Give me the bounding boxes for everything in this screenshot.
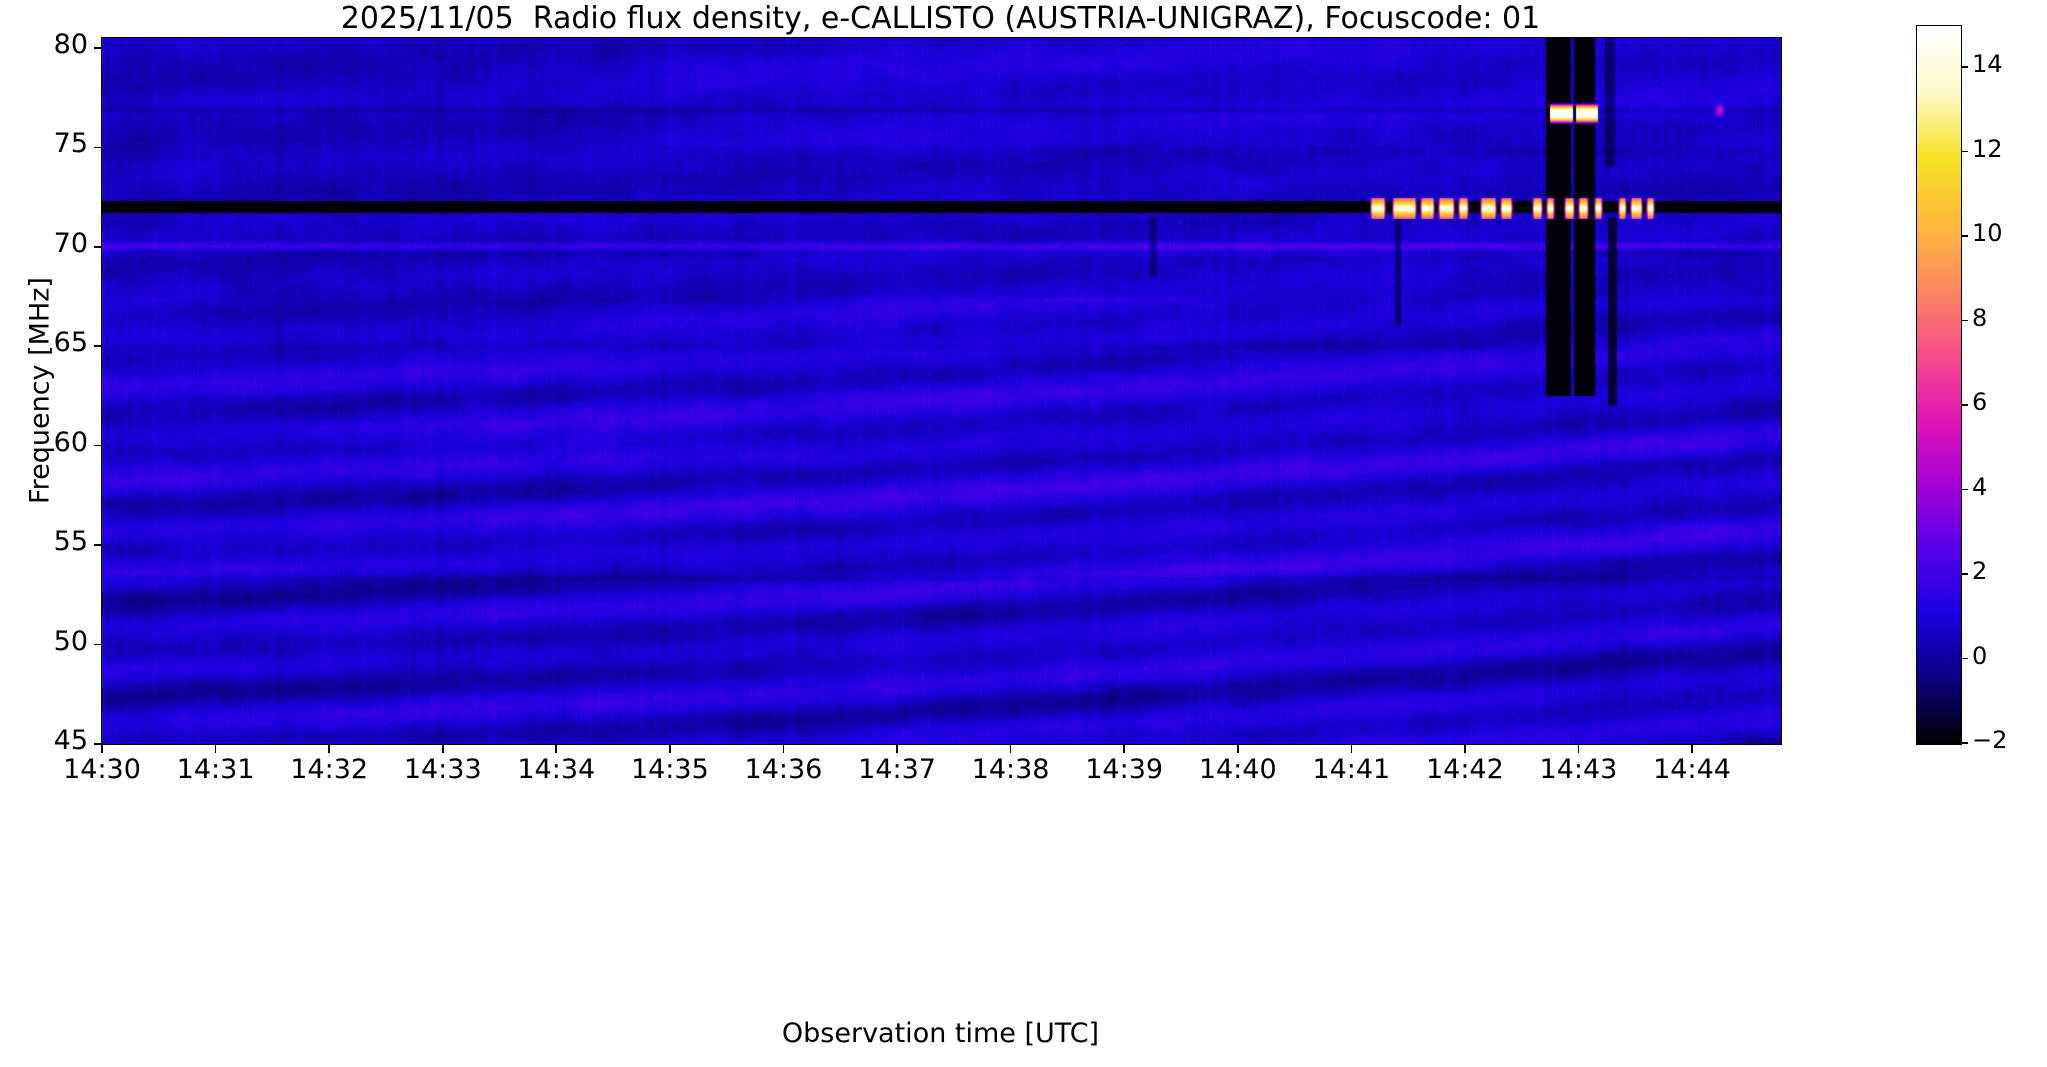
x-tick-label: 14:31 bbox=[176, 754, 255, 785]
spectrogram-image bbox=[102, 38, 1781, 744]
x-tick-label: 14:32 bbox=[290, 754, 369, 785]
x-tick-label: 14:40 bbox=[1198, 754, 1277, 785]
x-axis-label: Observation time [UTC] bbox=[781, 1018, 1100, 1049]
x-tick-mark bbox=[1009, 745, 1012, 753]
colorbar-tick-mark bbox=[1961, 573, 1968, 575]
x-tick-label: 14:35 bbox=[630, 754, 709, 785]
x-tick-mark bbox=[782, 745, 785, 753]
y-tick-label: 55 bbox=[53, 526, 88, 558]
colorbar-tick-mark bbox=[1961, 66, 1968, 69]
y-tick-mark bbox=[94, 643, 102, 646]
y-tick-label: 65 bbox=[53, 327, 88, 359]
y-tick-label: 60 bbox=[53, 426, 88, 458]
x-tick-mark bbox=[669, 745, 671, 753]
y-tick-mark bbox=[94, 47, 102, 49]
x-tick-mark bbox=[101, 745, 103, 753]
colorbar-tick-label: 0 bbox=[1972, 641, 1988, 670]
y-tick-mark bbox=[94, 146, 102, 149]
y-tick-label: 45 bbox=[53, 725, 88, 756]
x-tick-mark bbox=[441, 745, 444, 753]
colorbar-tick-label: 12 bbox=[1972, 134, 2003, 163]
x-tick-label: 14:36 bbox=[744, 754, 823, 785]
colorbar-tick-label: 8 bbox=[1972, 303, 1988, 332]
x-tick-mark bbox=[1577, 745, 1580, 753]
page-title: 2025/11/05 Radio flux density, e-CALLIST… bbox=[340, 1, 1541, 36]
colorbar-tick-mark bbox=[1961, 235, 1968, 237]
y-tick-mark bbox=[94, 246, 102, 248]
x-tick-label: 14:41 bbox=[1312, 754, 1391, 785]
colorbar-tick-mark bbox=[1961, 150, 1968, 153]
colorbar-tick-label: −2 bbox=[1972, 726, 2008, 754]
x-tick-mark bbox=[214, 745, 217, 753]
colorbar-tick-label: 14 bbox=[1972, 50, 2003, 79]
y-tick-label: 70 bbox=[53, 227, 88, 259]
y-tick-label: 75 bbox=[53, 128, 88, 160]
y-tick-mark bbox=[94, 743, 102, 745]
colorbar-gradient bbox=[1917, 26, 1961, 744]
y-axis-label: Frequency [MHz] bbox=[24, 277, 56, 504]
x-tick-mark bbox=[896, 745, 898, 753]
x-tick-label: 14:33 bbox=[403, 754, 482, 785]
x-tick-label: 14:44 bbox=[1653, 754, 1731, 785]
y-tick-mark bbox=[94, 444, 102, 447]
colorbar-tick-label: 10 bbox=[1972, 219, 2003, 248]
colorbar-tick-mark bbox=[1961, 742, 1968, 744]
x-tick-mark bbox=[1464, 745, 1466, 753]
y-tick-label: 80 bbox=[53, 28, 88, 60]
x-tick-mark bbox=[555, 745, 558, 753]
x-tick-label: 14:37 bbox=[858, 754, 936, 785]
x-tick-label: 14:39 bbox=[1085, 754, 1164, 785]
colorbar-tick-label: 2 bbox=[1972, 557, 1988, 586]
x-tick-label: 14:42 bbox=[1425, 754, 1504, 785]
x-tick-mark bbox=[1350, 745, 1353, 753]
x-tick-label: 14:34 bbox=[517, 754, 596, 785]
x-tick-label: 14:38 bbox=[971, 754, 1050, 785]
colorbar-tick-label: 4 bbox=[1972, 472, 1988, 501]
colorbar-tick-mark bbox=[1961, 404, 1968, 406]
x-tick-label: 14:30 bbox=[63, 754, 141, 785]
colorbar[interactable] bbox=[1916, 25, 1962, 745]
x-tick-mark bbox=[1236, 745, 1239, 753]
y-tick-mark bbox=[94, 345, 102, 348]
x-tick-mark bbox=[328, 745, 330, 753]
colorbar-tick-mark bbox=[1961, 319, 1968, 322]
colorbar-tick-mark bbox=[1961, 657, 1968, 660]
x-tick-mark bbox=[1123, 745, 1125, 753]
colorbar-tick-label: 6 bbox=[1972, 388, 1988, 417]
y-tick-label: 50 bbox=[53, 625, 88, 657]
spectrogram-axes[interactable] bbox=[101, 37, 1782, 745]
x-tick-mark bbox=[1691, 745, 1693, 753]
y-tick-mark bbox=[94, 544, 102, 546]
x-tick-label: 14:43 bbox=[1539, 754, 1618, 785]
colorbar-tick-mark bbox=[1961, 488, 1968, 491]
